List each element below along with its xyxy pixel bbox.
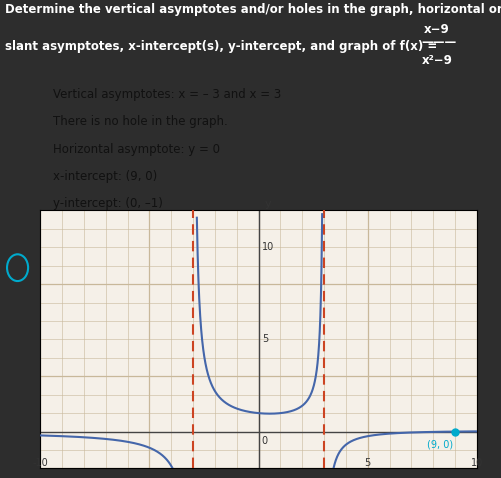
Text: x-intercept: (9, 0): x-intercept: (9, 0) [53,170,157,183]
Text: Vertical asymptotes: x = – 3 and x = 3: Vertical asymptotes: x = – 3 and x = 3 [53,88,281,101]
Text: There is no hole in the graph.: There is no hole in the graph. [53,115,227,128]
Text: Determine the vertical asymptotes and/or holes in the graph, horizontal or: Determine the vertical asymptotes and/or… [5,3,501,16]
Text: x²−9: x²−9 [421,54,452,67]
Text: (9, 0): (9, 0) [426,440,452,450]
Text: Horizontal asymptote: y = 0: Horizontal asymptote: y = 0 [53,142,220,155]
Text: -10: -10 [32,457,48,467]
Text: 0: 0 [262,436,268,446]
Text: 10: 10 [262,242,274,252]
Text: x−9: x−9 [423,22,449,35]
Text: y: y [265,199,271,209]
Text: 5: 5 [262,335,268,344]
Text: 10: 10 [470,457,482,467]
Text: ———: ——— [421,36,456,49]
Text: 5: 5 [364,457,370,467]
Text: y-intercept: (0, –1): y-intercept: (0, –1) [53,197,163,210]
Text: slant asymptotes, x-intercept(s), y-intercept, and graph of f(x) =: slant asymptotes, x-intercept(s), y-inte… [5,40,440,53]
